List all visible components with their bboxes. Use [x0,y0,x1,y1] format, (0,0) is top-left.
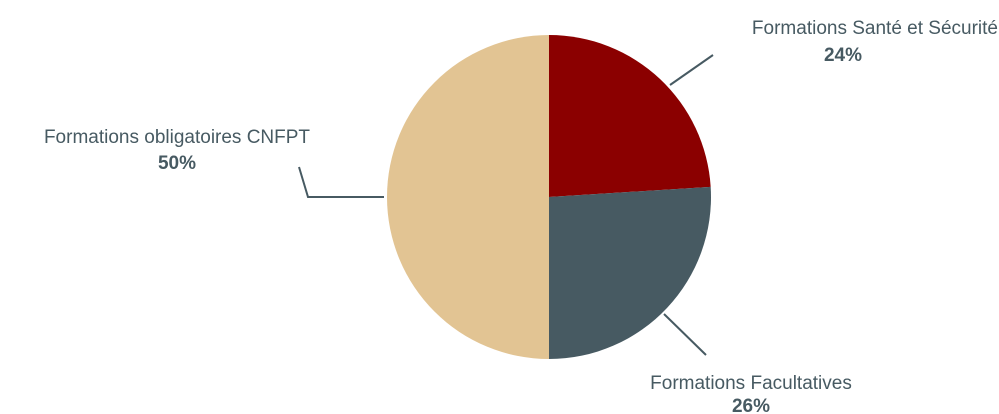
slice-label-sante-securite: Formations Santé et Sécurité [752,18,998,39]
slice-labels: Formations Santé et Sécurité 24% Formati… [44,18,998,414]
leader-line-obligatoires-cnfpt [298,166,384,198]
slice-label-facultatives: Formations Facultatives [650,373,852,394]
slice-label-obligatoires-cnfpt: Formations obligatoires CNFPT [44,127,310,148]
slice-value-facultatives: 26% [732,396,770,414]
leader-line-facultatives [663,313,707,356]
pie-slice-sante-securite [549,35,711,197]
pie-slice-obligatoires-cnfpt [387,35,549,359]
slice-value-obligatoires-cnfpt: 50% [158,153,196,174]
pie-slices [387,35,711,359]
leader-line-sante-securite [669,54,714,86]
leader-lines [298,54,714,356]
pie-slice-facultatives [549,186,711,359]
slice-value-sante-securite: 24% [824,45,862,66]
